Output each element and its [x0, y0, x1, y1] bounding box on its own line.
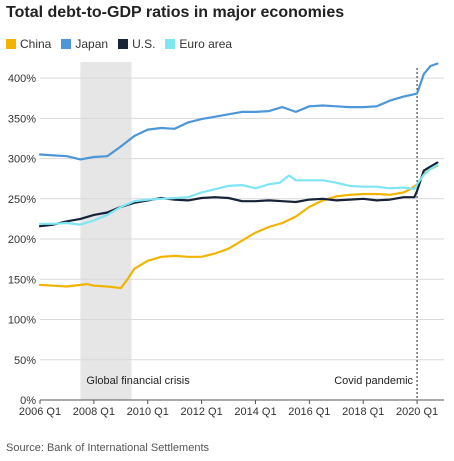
y-tick-label: 50% [14, 355, 36, 367]
x-tick-label: 2016 Q1 [288, 406, 330, 418]
x-tick-label: 2006 Q1 [19, 406, 61, 418]
series-line-euro-area [38, 163, 439, 226]
legend-item-euro-area: Euro area [165, 37, 232, 51]
legend-swatch-us [118, 39, 129, 49]
x-tick-label: 2020 Q1 [396, 406, 438, 418]
x-tick-label: 2014 Q1 [234, 406, 276, 418]
y-tick-label: 100% [8, 315, 36, 327]
x-tick-label: 2008 Q1 [73, 406, 115, 418]
x-tick-label: 2010 Q1 [127, 406, 169, 418]
series-line-u-s [38, 161, 439, 228]
y-tick-label: 200% [8, 234, 36, 246]
y-tick-label: 350% [8, 113, 36, 125]
y-tick-label: 250% [8, 194, 36, 206]
annotation-covid-pandemic: Covid pandemic [334, 375, 413, 387]
legend-swatch-euro-area [165, 39, 176, 49]
y-tick-label: 150% [8, 274, 36, 286]
source-note: Source: Bank of International Settlement… [6, 442, 210, 454]
annotation-global-financial-crisis: Global financial crisis [86, 375, 190, 387]
legend: China Japan U.S. Euro area [6, 37, 232, 51]
x-tick-label: 2012 Q1 [180, 406, 222, 418]
legend-item-us: U.S. [118, 37, 155, 51]
legend-swatch-china [6, 39, 16, 49]
chart-title: Total debt-to-GDP ratios in major econom… [6, 4, 345, 21]
y-tick-label: 400% [8, 73, 36, 85]
legend-item-japan: Japan [61, 37, 108, 51]
y-tick-label: 300% [8, 154, 36, 166]
series-line-japan [38, 62, 439, 161]
series-line-china [38, 164, 439, 290]
legend-label-euro-area: Euro area [179, 37, 233, 51]
legend-label-china: China [20, 37, 52, 51]
x-tick-label: 2018 Q1 [342, 406, 384, 418]
legend-label-japan: Japan [75, 37, 109, 51]
y-tick-label: 0% [20, 395, 36, 407]
legend-item-china: China [6, 37, 51, 51]
legend-label-us: U.S. [132, 37, 156, 51]
legend-swatch-japan [61, 39, 72, 49]
crisis-band [80, 62, 132, 400]
